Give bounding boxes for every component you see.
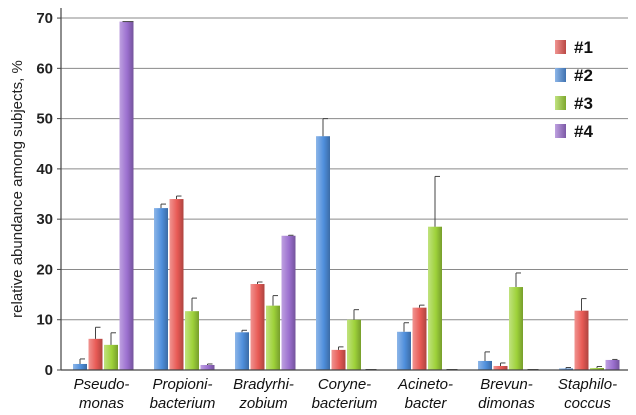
grid-lines <box>61 17 628 321</box>
x-tick-label-line2: bacter <box>405 395 448 412</box>
legend: #1 #2 #3 #4 <box>555 38 593 141</box>
x-tick-label-line2: bacterium <box>312 395 378 412</box>
bars <box>73 21 620 371</box>
y-tick-label: 0 <box>45 362 53 379</box>
bar-series-1-cat-2 <box>250 284 265 370</box>
bar-series-2-cat-3 <box>316 136 330 370</box>
y-tick-label: 20 <box>36 261 53 278</box>
x-tick-label-line1: Acineto- <box>397 376 453 393</box>
x-tick-label-line1: Brevun- <box>480 376 533 393</box>
x-tick-label-line2: monas <box>79 395 125 412</box>
bar-series-1-cat-6 <box>574 310 589 370</box>
bar-series-4-cat-0 <box>119 21 134 370</box>
x-tick-label-line2: bacterium <box>150 395 216 412</box>
bar-series-4-cat-1 <box>200 364 215 370</box>
bar-series-3-cat-6 <box>590 367 604 370</box>
x-tick-label-line1: Coryne- <box>318 376 371 393</box>
legend-swatch <box>555 96 566 110</box>
legend-swatch <box>555 68 566 82</box>
x-tick-label-line1: Staphilo- <box>558 376 617 393</box>
x-tick-label-line1: Pseudo- <box>74 376 130 393</box>
y-tick-label: 50 <box>36 111 53 128</box>
bar-series-3-cat-3 <box>347 319 361 370</box>
y-tick-label: 40 <box>36 161 53 178</box>
legend-label: #4 <box>574 122 593 141</box>
bar-series-2-cat-2 <box>235 332 249 370</box>
y-tick-label: 60 <box>36 60 53 77</box>
bar-series-1-cat-5 <box>493 365 508 370</box>
y-tick-label: 70 <box>36 10 53 27</box>
bar-series-1-cat-1 <box>169 199 184 370</box>
y-tick-label: 10 <box>36 312 53 329</box>
x-axis-ticks: Pseudo-monas Propioni-bacterium Bradyrhi-z… <box>74 376 618 412</box>
legend-label: #2 <box>574 66 593 85</box>
bar-series-2-cat-5 <box>478 360 492 370</box>
bar-series-3-cat-2 <box>266 305 280 370</box>
x-tick-label-line2: zobium <box>238 395 287 412</box>
x-tick-label-line1: Bradyrhi- <box>233 376 294 393</box>
legend-swatch <box>555 124 566 138</box>
bar-series-2-cat-0 <box>73 363 87 370</box>
legend-label: #1 <box>574 38 593 57</box>
bar-series-1-cat-4 <box>412 307 427 370</box>
y-tick-label: 30 <box>36 211 53 228</box>
bar-series-2-cat-1 <box>154 208 168 370</box>
bar-series-3-cat-5 <box>509 287 523 370</box>
x-tick-label-line1: Propioni- <box>152 376 212 393</box>
legend-label: #3 <box>574 94 593 113</box>
bar-series-2-cat-6 <box>559 368 573 370</box>
y-axis-label: relative abundance among subjects, % <box>9 60 26 318</box>
bar-series-1-cat-0 <box>88 338 103 370</box>
bar-series-4-cat-6 <box>605 359 620 370</box>
bar-series-1-cat-3 <box>331 349 346 370</box>
y-axis-ticks: 0 10 20 30 40 50 60 70 <box>36 10 61 379</box>
bar-series-3-cat-4 <box>428 226 442 370</box>
bar-series-4-cat-2 <box>281 235 296 370</box>
bar-series-3-cat-0 <box>104 344 118 370</box>
bar-series-3-cat-1 <box>185 311 199 370</box>
legend-swatch <box>555 40 566 54</box>
bar-series-2-cat-4 <box>397 331 411 370</box>
x-tick-label-line2: dimonas <box>478 395 535 412</box>
axes <box>60 8 628 371</box>
x-tick-label-line2: coccus <box>564 395 611 412</box>
